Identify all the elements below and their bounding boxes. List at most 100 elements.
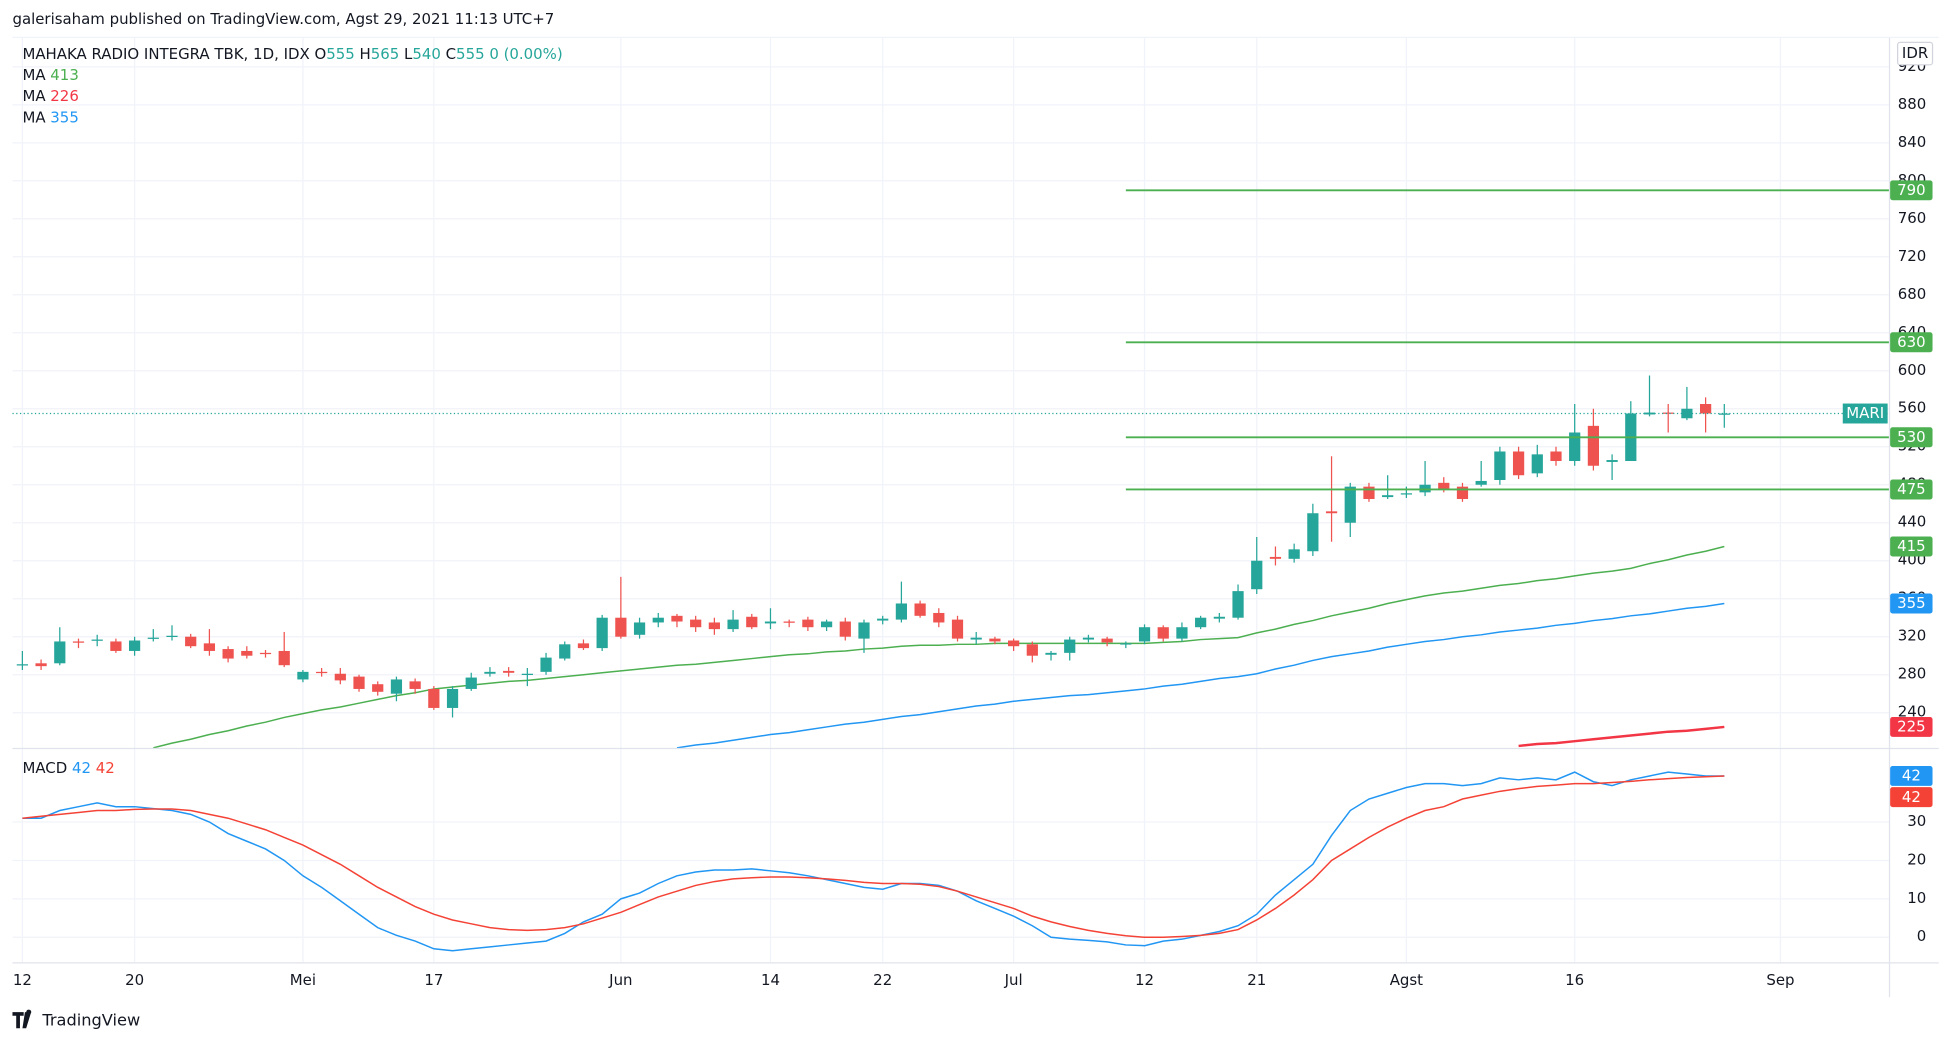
y-tick-label: 440 bbox=[1898, 513, 1927, 531]
candle-body bbox=[951, 619, 964, 639]
candle-body bbox=[1363, 486, 1375, 499]
macd-pane bbox=[22, 771, 1725, 952]
y-tick-label: 720 bbox=[1898, 247, 1927, 265]
candle-body bbox=[1176, 627, 1188, 639]
candle-body bbox=[1662, 412, 1674, 414]
x-tick-label: 14 bbox=[761, 971, 780, 989]
candle-body bbox=[241, 650, 253, 656]
candle-body bbox=[409, 681, 421, 689]
candle-body bbox=[1325, 511, 1338, 514]
candle-body bbox=[35, 663, 47, 667]
candle-body bbox=[1120, 643, 1132, 645]
candle-body bbox=[671, 615, 683, 622]
candle-body bbox=[54, 641, 66, 664]
candle-body bbox=[989, 638, 1001, 642]
candle-body bbox=[858, 622, 870, 639]
candle-body bbox=[690, 619, 702, 628]
y-tick-label: 680 bbox=[1898, 285, 1927, 303]
candle-body bbox=[1157, 627, 1169, 639]
ma-value: 226 bbox=[50, 87, 79, 105]
candle-body bbox=[1699, 404, 1712, 414]
symbol-legend: MAHAKA RADIO INTEGRA TBK, 1D, IDX O555 H… bbox=[22, 45, 562, 63]
y-tick-label: 0 bbox=[1917, 927, 1927, 945]
candle-body bbox=[914, 603, 926, 616]
candle-body bbox=[1288, 549, 1300, 559]
ma-value: 413 bbox=[50, 66, 79, 84]
macd-badge bbox=[1890, 765, 1933, 786]
y-tick-label: 600 bbox=[1898, 361, 1927, 379]
candle-body bbox=[390, 679, 403, 694]
change-label: 0 (0.00%) bbox=[489, 45, 562, 63]
candle-body bbox=[802, 619, 814, 628]
candle-body bbox=[596, 617, 608, 649]
price-badge bbox=[1890, 479, 1933, 500]
grid bbox=[12, 37, 1889, 963]
candle-body bbox=[839, 621, 851, 637]
candle-body bbox=[1531, 454, 1543, 474]
candle-body bbox=[1138, 627, 1151, 642]
y-tick-label: 280 bbox=[1898, 665, 1927, 683]
candle-body bbox=[1269, 556, 1282, 559]
candle-body bbox=[1438, 482, 1450, 489]
x-tick-label: 12 bbox=[1135, 971, 1154, 989]
candle-body bbox=[1643, 412, 1656, 415]
candle-body bbox=[110, 641, 122, 651]
candle-body bbox=[970, 637, 982, 640]
candle-body bbox=[1307, 513, 1319, 552]
candle-body bbox=[1569, 432, 1581, 461]
candle-body bbox=[484, 671, 496, 674]
x-tick-label: Agst bbox=[1390, 971, 1423, 989]
x-tick-label: Mei bbox=[290, 971, 316, 989]
candle-body bbox=[540, 657, 552, 672]
price-badge bbox=[1890, 536, 1933, 557]
candle-body bbox=[259, 652, 272, 655]
x-tick-label: 22 bbox=[873, 971, 892, 989]
y-tick-label: 560 bbox=[1898, 399, 1927, 417]
candle-body bbox=[1344, 486, 1356, 523]
candle-body bbox=[1587, 425, 1600, 466]
candle-body bbox=[633, 622, 646, 635]
price-badge-label: 630 bbox=[1897, 333, 1926, 351]
candle-body bbox=[185, 636, 197, 647]
price-badge-label: 475 bbox=[1897, 480, 1926, 498]
y-tick-label: 30 bbox=[1907, 812, 1926, 830]
candle-body bbox=[615, 617, 627, 637]
candle-body bbox=[1082, 637, 1095, 640]
footer-brand: TradingView bbox=[41, 1010, 140, 1029]
candle-body bbox=[465, 677, 477, 689]
candle-body bbox=[521, 673, 533, 675]
candle-body bbox=[1456, 486, 1469, 499]
candle-body bbox=[1606, 460, 1618, 462]
macd-badge-label: 42 bbox=[1902, 767, 1921, 785]
candle-body bbox=[1232, 591, 1244, 618]
line bbox=[676, 602, 1725, 748]
symbol-name: MAHAKA RADIO INTEGRA TBK, 1D, IDX bbox=[22, 45, 309, 63]
plot: 12 20 Mei 17 Jun 14 22 Jul 12 21 Agst 16 Sep 240 280 32… bbox=[12, 57, 1933, 989]
price-badge bbox=[1890, 593, 1933, 614]
candle-body bbox=[764, 621, 777, 624]
price-badge bbox=[1890, 332, 1933, 353]
ma-name: MA bbox=[22, 108, 46, 126]
ohlc-value: 565 bbox=[371, 45, 400, 63]
x-tick-label: 16 bbox=[1565, 971, 1584, 989]
price-badge bbox=[1890, 180, 1933, 201]
candle-body bbox=[203, 643, 216, 651]
y-tick-label: 840 bbox=[1898, 133, 1927, 151]
candle-body bbox=[72, 641, 85, 643]
candle-body bbox=[1512, 451, 1525, 476]
candle-body bbox=[877, 618, 889, 621]
candle-body bbox=[783, 621, 795, 623]
candle-body bbox=[1718, 413, 1730, 415]
ohlc-label: H bbox=[360, 45, 371, 63]
candle-body bbox=[446, 688, 459, 708]
candle-body bbox=[652, 617, 664, 623]
candle-body bbox=[147, 637, 159, 639]
candle-body bbox=[577, 643, 590, 649]
macd-badge bbox=[1890, 787, 1933, 808]
symbol-badge bbox=[1842, 403, 1888, 424]
ohlc-label: C bbox=[446, 45, 456, 63]
candle-body bbox=[353, 676, 365, 689]
candle-body bbox=[727, 619, 739, 630]
